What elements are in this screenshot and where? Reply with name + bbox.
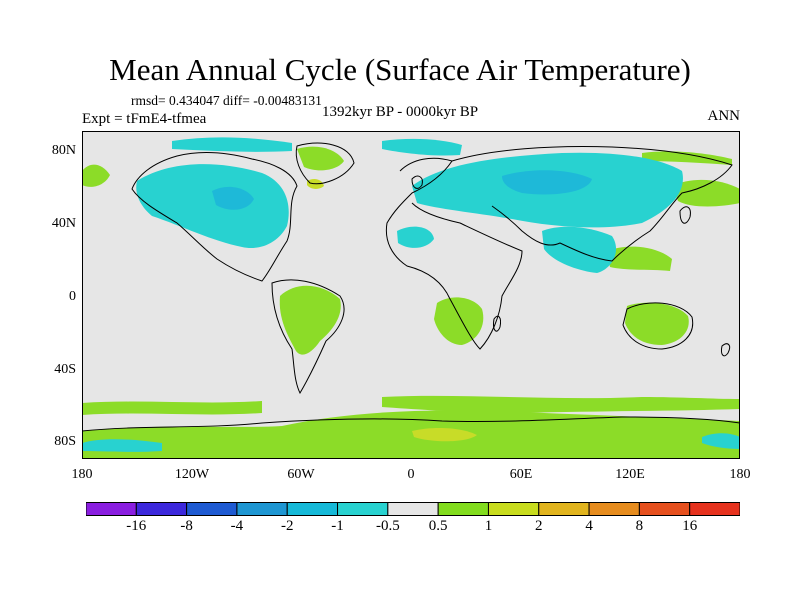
colorbar-box-11 (638, 502, 691, 516)
lon-tick-60w: 60W (287, 467, 315, 482)
indonesia-warm (607, 246, 672, 271)
antarctic-warm-band (82, 410, 740, 459)
colorbar-box-12 (689, 502, 740, 516)
hudson-cool-core (212, 186, 254, 210)
kamchatka-warm (672, 179, 740, 207)
barents-cool (382, 138, 462, 156)
temperature-anomaly-map (82, 131, 740, 459)
chart-title: Mean Annual Cycle (Surface Air Temperatu… (109, 52, 691, 87)
lon-tick-120e: 120E (615, 467, 645, 482)
colorbar (86, 502, 740, 516)
colorbar-label-6: 0.5 (428, 518, 448, 534)
south-asia-cool (542, 226, 617, 273)
colorbar-label-9: 4 (585, 518, 593, 534)
madagascar-coast (493, 315, 501, 332)
coastlines (82, 142, 740, 432)
africa-warm (434, 297, 484, 345)
map-frame (82, 131, 740, 459)
colorbar-label-3: -2 (280, 518, 294, 534)
rmsd-diff-text: rmsd= 0.434047 diff= -0.00483131 (131, 93, 322, 108)
colorbar-box-5 (337, 502, 389, 516)
siberia-cool-core (502, 170, 592, 195)
colorbar-box-4 (286, 502, 339, 516)
colorbar-box-9 (538, 502, 590, 516)
colorbar-box-3 (236, 502, 288, 516)
colorbar-box-8 (487, 502, 540, 516)
south-america-warm (279, 285, 341, 355)
southern-ocean-band-east (382, 395, 740, 413)
arctic-coast-warm (642, 151, 732, 165)
arctic-warm (82, 164, 110, 187)
colorbar-label-8: 2 (535, 518, 543, 534)
colorbar-box-6 (387, 502, 439, 516)
lat-tick-40s: 40S (54, 362, 76, 377)
lon-tick-180e: 180 (729, 467, 751, 482)
south-america-coast (271, 279, 345, 395)
colorbar-label-1: -8 (180, 518, 193, 534)
southern-ocean-band (82, 401, 262, 415)
uk-coast (411, 175, 423, 189)
colorbar-box-10 (588, 502, 640, 516)
asia-coast (451, 146, 733, 262)
warm-anomaly-fields (82, 146, 740, 459)
period-label: 1392kyr BP - 0000kyr BP (322, 104, 479, 120)
europe-africa-coast (385, 157, 523, 350)
antarctica-coast (82, 416, 740, 432)
australia-warm (625, 302, 689, 345)
colorbar-label-7: 1 (484, 518, 493, 534)
antarctic-edge-cool (82, 439, 162, 452)
lon-tick-0: 0 (407, 467, 415, 482)
colorbar-box-2 (186, 502, 238, 516)
japan-coast (679, 206, 691, 224)
lon-tick-180w: 180 (71, 467, 93, 482)
season-label: ANN (707, 108, 741, 124)
lat-tick-80n: 80N (51, 143, 76, 158)
arctic-cool (172, 137, 292, 152)
colorbar-label-0: -16 (126, 518, 147, 534)
strong-warm-fields (307, 178, 477, 442)
colorbar-label-4: -1 (331, 518, 344, 534)
experiment-label: Expt = tFmE4-tfmea (82, 111, 207, 127)
colorbar-label-2: -4 (230, 518, 244, 534)
colorbar-box-1 (135, 502, 188, 516)
north-america-coast (131, 152, 298, 282)
lat-tick-40n: 40N (51, 216, 76, 231)
greenland-warm (297, 146, 344, 171)
colorbar-label-10: 8 (635, 518, 644, 534)
strong-cool-fields (212, 170, 592, 210)
north-america-cool (136, 164, 289, 249)
colorbar-box-0 (86, 502, 137, 516)
antarctic-edge-cool-east (702, 433, 740, 449)
colorbar-label-5: -0.5 (375, 518, 400, 534)
lon-tick-60e: 60E (509, 467, 533, 482)
greenland-coast (295, 142, 355, 185)
colorbar-label-11: 16 (682, 518, 698, 534)
lon-tick-120w: 120W (174, 467, 210, 482)
colorbar-box-7 (437, 502, 489, 516)
lat-tick-80s: 80S (54, 434, 76, 449)
new-zealand-coast (721, 343, 731, 357)
middle-east-cool (397, 226, 434, 248)
antarctic-interior-warm (412, 427, 477, 442)
australia-coast (622, 302, 694, 350)
lat-tick-0: 0 (69, 289, 76, 304)
